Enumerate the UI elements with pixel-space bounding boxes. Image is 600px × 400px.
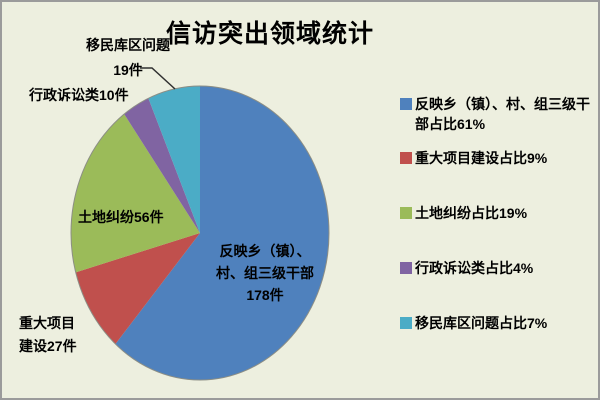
slice-label-main-line1: 反映乡（镇）、 <box>219 243 311 259</box>
legend-swatch <box>400 207 412 219</box>
slice-label-main: 反映乡（镇）、 村、组三级干部 178件 <box>190 240 340 306</box>
legend-swatch <box>400 317 412 329</box>
leader-line <box>140 67 176 90</box>
slice-label-project-line2: 建设27件 <box>19 338 77 354</box>
pie-slice-1 <box>115 86 330 380</box>
legend-label: 土地纠纷占比19% <box>415 205 528 221</box>
legend-label: 行政诉讼类占比4% <box>415 260 534 276</box>
legend-label: 反映乡（镇）、村、组三级干部占比61% <box>415 96 590 132</box>
pie-outline <box>70 85 330 381</box>
legend-item-4: 行政诉讼类占比4% <box>400 258 594 278</box>
slice-label-migrant-line1: 移民库区问题 <box>86 37 170 53</box>
pie-slice-2 <box>75 233 200 344</box>
slice-label-migrant: 移民库区问题 19件 <box>77 33 179 83</box>
legend-item-3: 土地纠纷占比19% <box>400 203 594 223</box>
pie-slice-3 <box>70 114 201 273</box>
slice-label-admin-line1: 行政诉讼类10件 <box>29 87 129 103</box>
pie-slice-4 <box>124 98 200 233</box>
pie-slice-5 <box>148 85 200 233</box>
legend-item-1: 反映乡（镇）、村、组三级干部占比61% <box>400 94 594 134</box>
legend-label: 重大项目建设占比9% <box>415 150 548 166</box>
slice-label-main-line2: 村、组三级干部 <box>216 265 314 281</box>
legend-label: 移民库区问题占比7% <box>415 315 548 331</box>
legend-item-2: 重大项目建设占比9% <box>400 148 594 168</box>
legend-swatch <box>400 152 412 164</box>
slice-label-admin: 行政诉讼类10件 <box>29 84 129 106</box>
chart-title: 信访突出领域统计 <box>165 20 374 48</box>
slice-label-migrant-line2: 19件 <box>113 62 143 78</box>
slice-label-land: 土地纠纷56件 <box>78 206 164 228</box>
slice-label-project: 重大项目 建设27件 <box>19 312 77 358</box>
slice-label-project-line1: 重大项目 <box>19 315 75 331</box>
legend-swatch <box>400 98 412 110</box>
slice-label-main-line3: 178件 <box>246 287 284 303</box>
legend-swatch <box>400 262 412 274</box>
legend-item-5: 移民库区问题占比7% <box>400 313 594 333</box>
legend: 反映乡（镇）、村、组三级干部占比61% 重大项目建设占比9% 土地纠纷占比19% 行政… <box>400 2 594 398</box>
slice-label-land-line1: 土地纠纷56件 <box>78 209 164 225</box>
